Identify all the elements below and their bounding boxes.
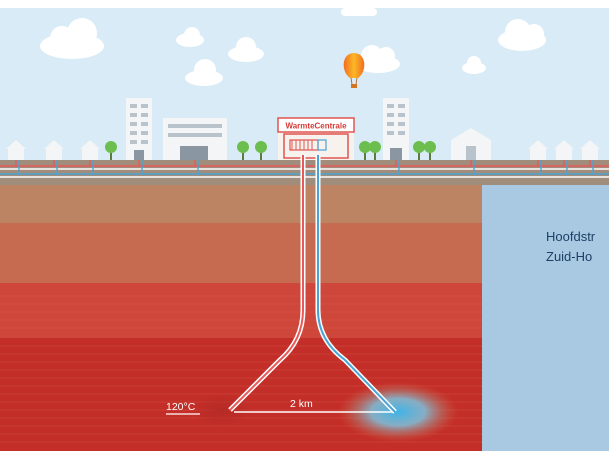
apartment-tower [383,98,409,160]
heat-plant: WarmteCentrale [277,117,355,160]
tree [413,141,425,160]
tree [237,141,249,160]
house [528,140,548,160]
cloud [462,56,486,74]
tree [255,141,267,160]
house [80,140,100,160]
cloud [498,19,546,51]
cloud [356,45,400,73]
tree [369,141,381,160]
cloud [40,18,104,59]
buildings [126,98,491,160]
temperature-label: 120°C [166,401,196,413]
tree [105,141,117,160]
hot-air-balloon [343,53,365,88]
info-panel-line-2: Zuid-Ho [546,249,593,264]
office-building [163,118,227,160]
cloud [228,37,264,62]
trees [105,141,436,160]
top-border [0,0,609,8]
house [554,140,574,160]
cloud [176,27,204,47]
plant-sign: WarmteCentrale [285,122,347,131]
cold-injection-zone [338,382,458,442]
house [6,140,26,160]
info-panel-line-1: Hoofdstr [546,229,596,244]
info-panel: Hoofdstr Zuid-Ho [482,185,609,451]
cloud [341,8,377,16]
houses [6,140,600,160]
tree [424,141,436,160]
cloud [185,59,223,86]
house [580,140,600,160]
clouds [40,8,546,86]
town-hall [451,128,491,160]
office-tower [126,98,152,160]
tree [359,141,371,160]
distance-label: 2 km [290,398,313,410]
house [44,140,64,160]
